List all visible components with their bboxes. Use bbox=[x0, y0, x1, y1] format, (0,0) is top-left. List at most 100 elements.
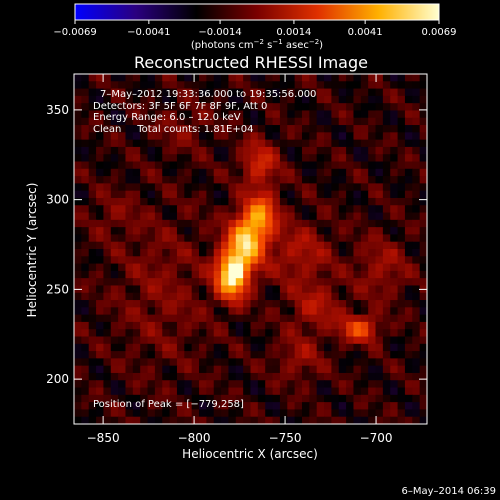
heatmap-cell bbox=[397, 212, 406, 221]
heatmap-cell bbox=[338, 132, 347, 141]
heatmap-cell bbox=[250, 139, 259, 148]
heatmap-cell bbox=[316, 74, 325, 82]
heatmap-cell bbox=[331, 416, 340, 424]
heatmap-cell bbox=[360, 285, 369, 294]
heatmap-cell bbox=[294, 380, 303, 389]
heatmap-cell bbox=[272, 176, 281, 184]
heatmap-cell bbox=[287, 343, 296, 352]
heatmap-cell bbox=[162, 292, 171, 301]
heatmap-cell bbox=[287, 285, 296, 294]
heatmap-cell bbox=[103, 321, 112, 330]
heatmap-cell bbox=[257, 234, 266, 243]
heatmap-cell bbox=[316, 380, 325, 389]
heatmap-cell bbox=[140, 270, 149, 279]
heatmap-cell bbox=[309, 249, 318, 257]
heatmap-cell bbox=[110, 351, 119, 359]
heatmap-cell bbox=[199, 88, 207, 97]
heatmap-cell bbox=[74, 132, 82, 141]
heatmap-cell bbox=[162, 387, 171, 396]
heatmap-cell bbox=[368, 125, 377, 133]
heatmap-cell bbox=[74, 249, 82, 257]
heatmap-cell bbox=[154, 219, 163, 228]
heatmap-cell bbox=[265, 234, 274, 243]
heatmap-cell bbox=[88, 387, 97, 396]
heatmap-cell bbox=[243, 212, 252, 221]
heatmap-cell bbox=[338, 125, 347, 133]
heatmap-cell bbox=[294, 314, 303, 323]
heatmap-cell bbox=[301, 402, 310, 411]
heatmap-cell bbox=[191, 365, 200, 374]
heatmap-cell bbox=[390, 132, 399, 141]
heatmap-cell bbox=[287, 154, 296, 163]
heatmap-cell bbox=[368, 307, 377, 316]
heatmap-cell bbox=[169, 329, 178, 338]
heatmap-cell bbox=[375, 176, 384, 184]
heatmap-cell bbox=[250, 409, 259, 418]
heatmap-cell bbox=[88, 270, 97, 279]
heatmap-cell bbox=[81, 329, 90, 338]
colorbar-tick-label: −0.0069 bbox=[53, 27, 96, 38]
heatmap-cell bbox=[301, 161, 310, 170]
heatmap-cell bbox=[228, 103, 237, 112]
heatmap-cell bbox=[375, 103, 384, 112]
heatmap-cell bbox=[162, 278, 171, 287]
heatmap-cell bbox=[221, 183, 230, 192]
heatmap-cell bbox=[324, 197, 332, 206]
heatmap-cell bbox=[382, 270, 391, 279]
heatmap-cell bbox=[110, 154, 119, 163]
heatmap-cell bbox=[162, 256, 171, 265]
heatmap-cell bbox=[382, 351, 391, 359]
heatmap-cell bbox=[360, 256, 369, 265]
heatmap-cell bbox=[360, 278, 369, 287]
heatmap-cell bbox=[162, 372, 171, 381]
heatmap-cell bbox=[397, 146, 406, 155]
heatmap-cell bbox=[154, 402, 163, 411]
heatmap-cell bbox=[243, 263, 252, 272]
heatmap-cell bbox=[118, 241, 127, 250]
heatmap-cell bbox=[199, 314, 207, 323]
heatmap-cell bbox=[368, 139, 377, 148]
heatmap-cell bbox=[412, 402, 421, 411]
heatmap-cell bbox=[74, 321, 82, 330]
heatmap-cell bbox=[279, 81, 288, 90]
heatmap-cell bbox=[272, 154, 281, 163]
heatmap-cell bbox=[199, 278, 207, 287]
heatmap-cell bbox=[346, 146, 355, 155]
heatmap-cell bbox=[235, 103, 244, 112]
heatmap-cell bbox=[272, 161, 281, 170]
heatmap-cell bbox=[147, 168, 156, 177]
heatmap-cell bbox=[257, 307, 266, 316]
heatmap-cell bbox=[228, 380, 237, 389]
heatmap-cell bbox=[169, 103, 178, 112]
heatmap-cell bbox=[169, 117, 178, 126]
heatmap-cell bbox=[213, 110, 222, 119]
heatmap-cell bbox=[390, 249, 399, 257]
heatmap-cell bbox=[154, 249, 163, 257]
heatmap-cell bbox=[397, 314, 406, 323]
heatmap-cell bbox=[96, 139, 105, 148]
heatmap-cell bbox=[140, 249, 149, 257]
heatmap-cell bbox=[279, 139, 288, 148]
heatmap-cell bbox=[96, 321, 105, 330]
heatmap-cell bbox=[103, 117, 112, 126]
heatmap-cell bbox=[162, 146, 171, 155]
heatmap-cell bbox=[176, 103, 185, 112]
heatmap-cell bbox=[125, 300, 134, 308]
heatmap-cell bbox=[316, 285, 325, 294]
heatmap-cell bbox=[206, 103, 215, 112]
heatmap-cell bbox=[397, 358, 406, 367]
heatmap-cell bbox=[279, 300, 288, 308]
heatmap-cell bbox=[169, 110, 178, 119]
heatmap-cell bbox=[243, 241, 252, 250]
heatmap-cell bbox=[154, 168, 163, 177]
heatmap-cell bbox=[213, 329, 222, 338]
heatmap-cell bbox=[301, 263, 310, 272]
heatmap-cell bbox=[74, 358, 82, 367]
heatmap-cell bbox=[309, 168, 318, 177]
heatmap-cell bbox=[213, 321, 222, 330]
heatmap-cell bbox=[272, 81, 281, 90]
heatmap-cell bbox=[184, 176, 193, 184]
heatmap-cell bbox=[412, 270, 421, 279]
heatmap-cell bbox=[404, 292, 413, 301]
heatmap-cell bbox=[199, 285, 207, 294]
